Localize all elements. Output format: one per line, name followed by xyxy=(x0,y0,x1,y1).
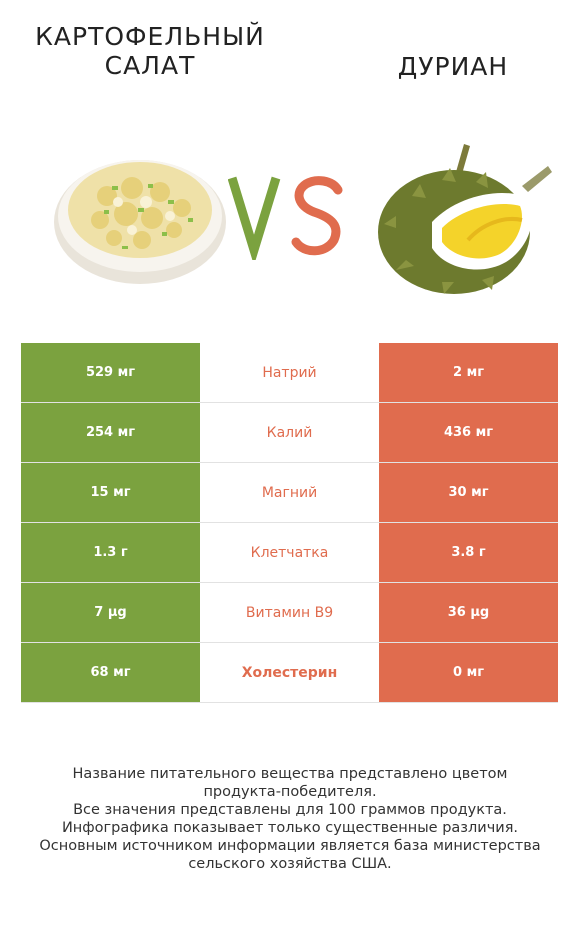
footer-line: Основным источником информации является … xyxy=(39,838,541,854)
left-value: 529 мг xyxy=(21,343,200,402)
footer-line: сельского хозяйства США. xyxy=(188,856,392,872)
table-row: 68 мг Холестерин 0 мг xyxy=(21,643,558,703)
footer-line: продукта-победителя. xyxy=(203,784,377,800)
left-food-title-line1: КАРТОФЕЛЬНЫЙ xyxy=(35,22,265,51)
nutrient-name: Холестерин xyxy=(200,643,379,702)
nutrient-name: Клетчатка xyxy=(200,523,379,582)
table-row: 529 мг Натрий 2 мг xyxy=(21,343,558,403)
footer-notes: Название питательного вещества представл… xyxy=(20,765,560,873)
table-row: 7 µg Витамин B9 36 µg xyxy=(21,583,558,643)
nutrient-name: Витамин B9 xyxy=(200,583,379,642)
footer-line: Все значения представлены для 100 граммо… xyxy=(73,802,507,818)
right-value: 36 µg xyxy=(379,583,558,642)
table-row: 1.3 г Клетчатка 3.8 г xyxy=(21,523,558,583)
durian-icon xyxy=(378,144,552,294)
left-value: 68 мг xyxy=(21,643,200,702)
left-food-title: КАРТОФЕЛЬНЫЙ САЛАТ xyxy=(20,22,280,80)
footer-line: Название питательного вещества представл… xyxy=(72,766,508,782)
right-value: 0 мг xyxy=(379,643,558,702)
right-value: 3.8 г xyxy=(379,523,558,582)
table-row: 254 мг Калий 436 мг xyxy=(21,403,558,463)
left-value: 1.3 г xyxy=(21,523,200,582)
table-row: 15 мг Магний 30 мг xyxy=(21,463,558,523)
left-value: 7 µg xyxy=(21,583,200,642)
right-food-title: ДУРИАН xyxy=(397,52,509,81)
nutrient-name: Магний xyxy=(200,463,379,522)
comparison-table: 529 мг Натрий 2 мг 254 мг Калий 436 мг 1… xyxy=(21,343,558,703)
nutrient-name: Калий xyxy=(200,403,379,462)
right-value: 436 мг xyxy=(379,403,558,462)
left-food-title-line2: САЛАТ xyxy=(104,51,196,80)
nutrient-name: Натрий xyxy=(200,343,379,402)
left-value: 15 мг xyxy=(21,463,200,522)
right-value: 2 мг xyxy=(379,343,558,402)
right-value: 30 мг xyxy=(379,463,558,522)
left-value: 254 мг xyxy=(21,403,200,462)
vs-label xyxy=(228,176,343,260)
footer-line: Инфографика показывает только существенн… xyxy=(61,820,519,836)
potato-salad-icon xyxy=(54,160,226,284)
